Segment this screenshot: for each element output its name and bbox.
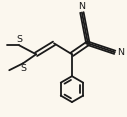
Text: S: S: [20, 64, 26, 73]
Text: S: S: [16, 35, 22, 44]
Text: N: N: [117, 48, 124, 57]
Text: N: N: [78, 2, 85, 11]
